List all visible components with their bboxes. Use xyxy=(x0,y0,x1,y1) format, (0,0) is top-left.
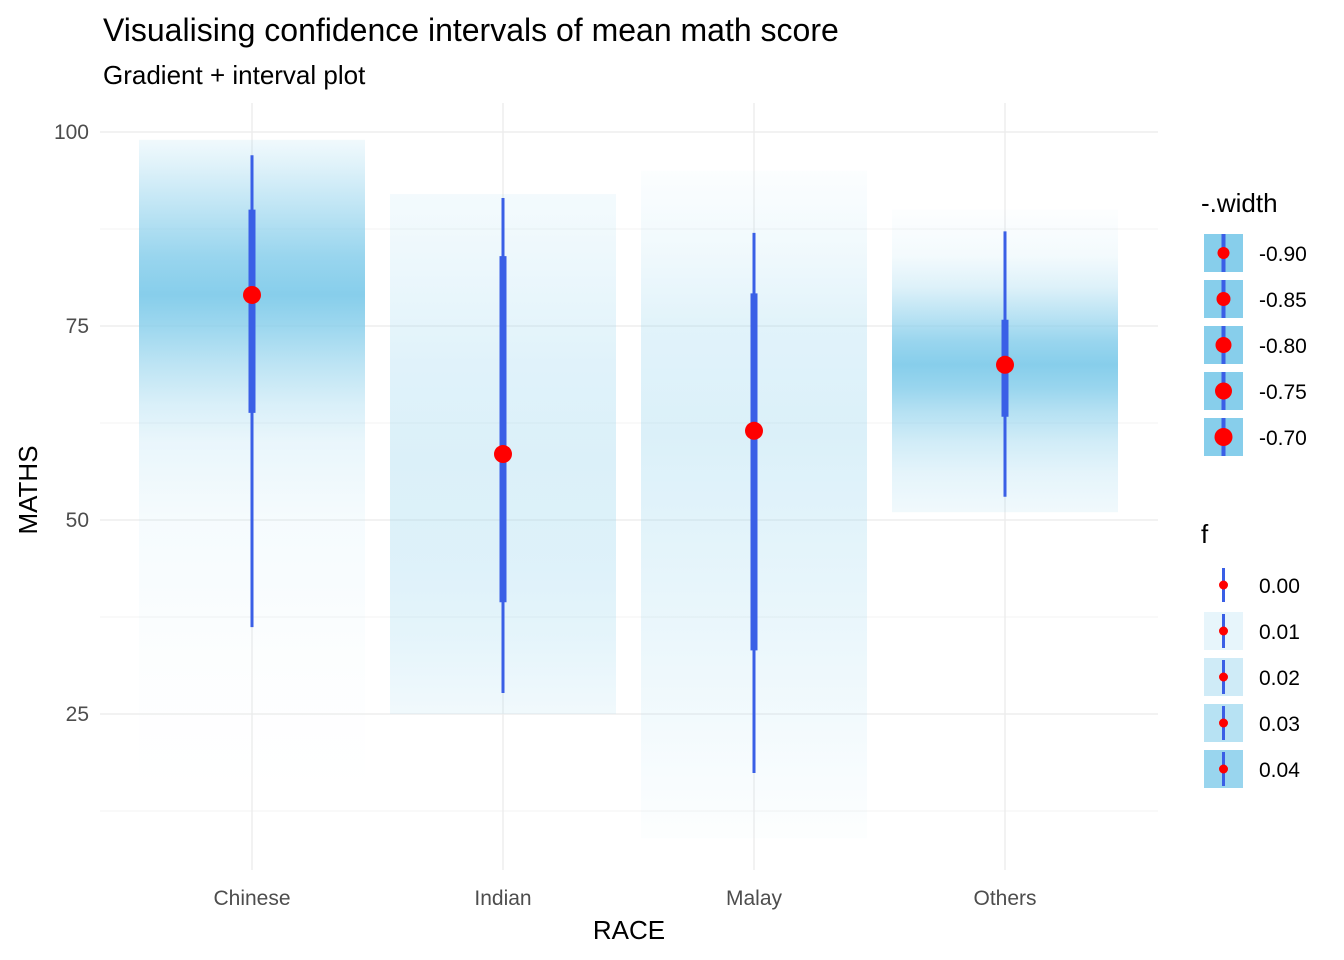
point-estimate-chinese xyxy=(243,285,261,304)
legend-f: f 0.00 0.01 0.02 0.03 0.04 xyxy=(1201,519,1300,788)
gradient-bands xyxy=(139,139,1118,839)
intervals xyxy=(243,155,1014,773)
legend-f-label: 0.00 xyxy=(1259,575,1300,598)
legend-f-key-point xyxy=(1219,626,1228,636)
legend-width-key-point xyxy=(1215,382,1232,400)
legend-f-label: 0.03 xyxy=(1259,713,1300,736)
point-estimate-malay xyxy=(745,421,763,440)
y-tick-label: 50 xyxy=(66,509,89,532)
chart-title: Visualising confidence intervals of mean… xyxy=(103,12,839,48)
x-axis-ticks: Chinese Indian Malay Others xyxy=(213,887,1036,910)
legend-width-label: -0.75 xyxy=(1259,381,1307,404)
legend-f-label: 0.04 xyxy=(1259,759,1300,782)
legend-width-key-point xyxy=(1215,337,1232,353)
legend-f-title: f xyxy=(1201,519,1209,549)
legend-width-key-point xyxy=(1217,247,1230,259)
legend-width-label: -0.70 xyxy=(1259,427,1307,450)
x-tick-label: Chinese xyxy=(213,887,290,910)
legend-width: -.width -0.90 -0.85 -0.80 -0.75 -0.70 xyxy=(1201,188,1307,456)
legend-f-label: 0.02 xyxy=(1259,667,1300,690)
point-estimate-indian xyxy=(494,445,512,464)
legend-width-label: -0.80 xyxy=(1259,335,1307,358)
x-axis-title: RACE xyxy=(593,915,665,945)
legend-width-title: -.width xyxy=(1201,188,1278,218)
legend-f-key-point xyxy=(1219,672,1228,682)
y-axis-title: MATHS xyxy=(13,445,43,534)
x-tick-label: Others xyxy=(973,887,1036,910)
x-tick-label: Indian xyxy=(474,887,531,910)
legend-width-label: -0.90 xyxy=(1259,243,1307,266)
legend-width-key-point xyxy=(1216,292,1231,306)
y-tick-label: 25 xyxy=(66,703,89,726)
legend-width-label: -0.85 xyxy=(1259,289,1307,312)
legend-width-key-point xyxy=(1214,428,1233,446)
legend-f-key-point xyxy=(1219,764,1228,774)
point-estimate-others xyxy=(996,355,1014,374)
y-tick-label: 100 xyxy=(54,121,89,144)
legend-f-key-point xyxy=(1219,718,1228,728)
chart-subtitle: Gradient + interval plot xyxy=(103,60,366,90)
legend-f-key-point xyxy=(1219,580,1228,590)
x-tick-label: Malay xyxy=(726,887,783,910)
y-axis-ticks: 25 50 75 100 xyxy=(54,121,89,726)
y-tick-label: 75 xyxy=(66,315,89,338)
legend-f-label: 0.01 xyxy=(1259,621,1300,644)
